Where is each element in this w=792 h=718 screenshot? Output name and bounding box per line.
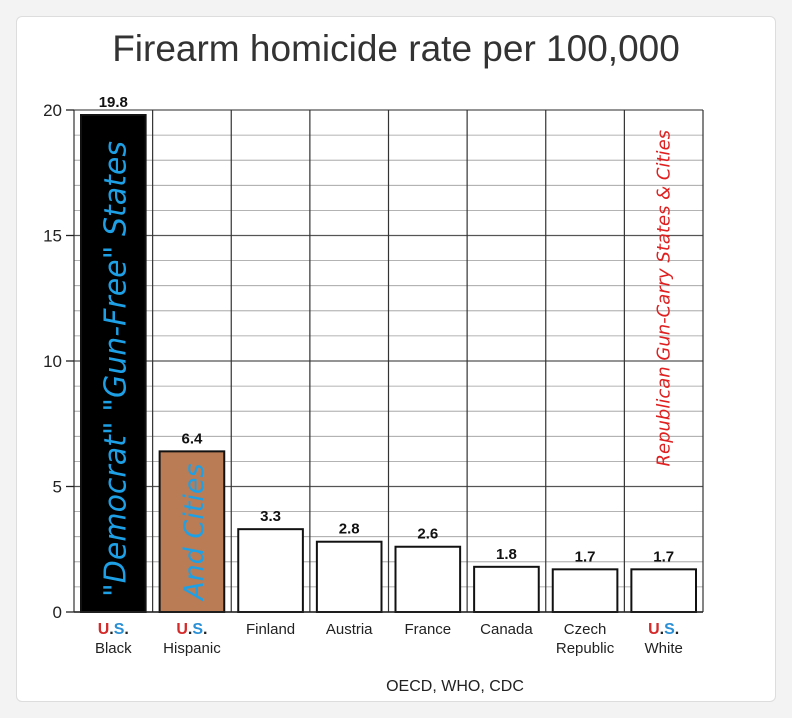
data-label: 2.8 — [339, 521, 360, 538]
annotation-middle: And Cities — [179, 463, 210, 601]
data-label: 3.3 — [260, 508, 281, 525]
annotation-left: "Democrat" "Gun-Free" States — [98, 141, 133, 597]
bar — [630, 568, 697, 614]
us-prefix: U.S. — [648, 621, 679, 638]
x-tick-label: Finland — [246, 621, 295, 638]
bar — [551, 568, 619, 614]
x-axis-labels: U.S. Black U.S. Hispanic Finland Austria Franc… — [95, 621, 683, 657]
bars: 19.8 6.4 3.3 2.8 2.6 1.8 1.7 1.7 — [80, 94, 697, 614]
bar — [237, 528, 304, 613]
x-tick-label: Black — [95, 640, 132, 657]
us-prefix: U.S. — [98, 621, 129, 638]
bar — [80, 114, 147, 614]
annotations: "Democrat" "Gun-Free" States And Cities Re… — [98, 130, 674, 602]
x-tick-label: White — [645, 640, 683, 657]
x-tick-label: Canada — [480, 621, 533, 638]
y-tick-label: 0 — [53, 603, 62, 622]
bar — [473, 565, 540, 614]
bar — [394, 545, 462, 613]
data-label: 1.7 — [653, 548, 674, 565]
data-label: 6.4 — [182, 430, 204, 447]
y-tick-label: 20 — [43, 101, 62, 120]
data-label: 1.7 — [575, 548, 596, 565]
chart-title: Firearm homicide rate per 100,000 — [112, 28, 680, 69]
y-tick-label: 15 — [43, 227, 62, 246]
x-tick-label: Republic — [556, 640, 615, 657]
annotation-right: Republican Gun-Carry States & Cities — [654, 130, 675, 467]
x-tick-label: Austria — [326, 621, 373, 638]
x-tick-label: Hispanic — [163, 640, 221, 657]
data-label: 19.8 — [99, 94, 128, 111]
y-tick-label: 10 — [43, 352, 62, 371]
bar — [158, 450, 226, 613]
y-axis: 0 5 10 15 20 — [43, 101, 703, 622]
bar — [315, 540, 383, 613]
x-tick-label: France — [404, 621, 451, 638]
source-label: OECD, WHO, CDC — [386, 678, 524, 695]
data-label: 1.8 — [496, 546, 517, 563]
x-tick-label: Czech — [564, 621, 607, 638]
y-tick-label: 5 — [53, 478, 62, 497]
data-label: 2.6 — [417, 526, 438, 543]
us-prefix: U.S. — [176, 621, 207, 638]
